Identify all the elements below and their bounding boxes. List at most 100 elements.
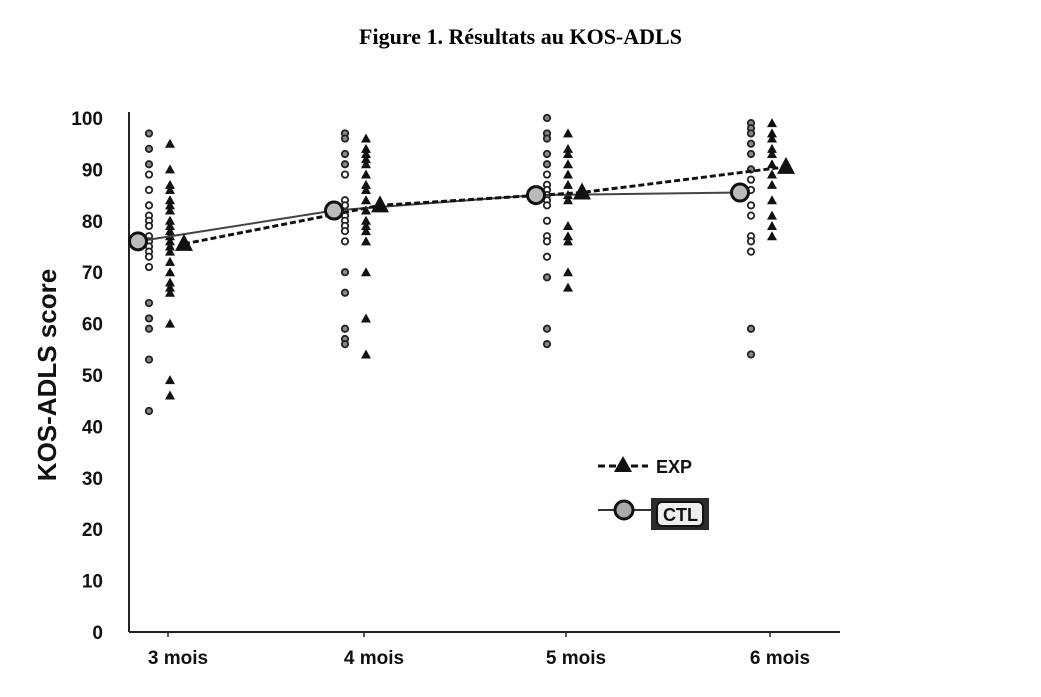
ctl-point [542,201,552,210]
exp-point [563,159,573,169]
ctl-point [746,324,756,333]
exp-point [767,133,777,143]
exp-point [361,143,371,153]
ctl-point [542,160,552,169]
ctl-point [542,340,552,349]
exp-point [767,195,777,205]
y-tick-label: 50 [82,366,103,387]
ctl-point [144,170,154,179]
exp-point [563,169,573,179]
exp-point [767,169,777,179]
exp-point [361,220,371,230]
ctl-point [340,170,350,179]
y-tick-label: 20 [82,520,103,541]
exp-point [165,375,175,385]
exp-point [767,118,777,128]
exp-point [165,287,175,297]
ctl-point [746,201,756,210]
exp-point [165,164,175,174]
y-tick-label: 30 [82,469,103,490]
ctl-point [144,314,154,323]
x-tick-label: 4 mois [344,648,404,669]
exp-point [361,313,371,323]
exp-point [361,159,371,169]
ctl-point [144,252,154,261]
ctl-point [340,268,350,277]
exp-point [165,282,175,292]
exp-point [361,236,371,246]
exp-point [563,231,573,241]
legend-ctl-label: CTL [663,505,698,525]
exp-point [563,282,573,292]
ctl-point [542,252,552,261]
exp-point [361,184,371,194]
exp-point [165,205,175,215]
exp-point [767,210,777,220]
exp-point [165,390,175,400]
exp-point [767,143,777,153]
exp-point [361,267,371,277]
ctl-point [144,221,154,231]
ctl-point [340,324,350,333]
ctl-point [144,201,154,210]
exp-point [361,215,371,225]
ctl-point [746,175,756,184]
ctl-point [542,170,552,179]
exp-point [563,143,573,153]
exp-point [361,349,371,359]
ctl-mean-point [128,231,148,252]
y-axis-label: KOS-ADLS score [32,269,62,481]
exp-point [165,236,175,246]
exp-point [165,215,175,225]
x-tick-label: 6 mois [750,648,810,669]
ctl-mean-point [730,182,750,203]
ctl-point [746,350,756,359]
exp-point [563,220,573,230]
ctl-point [542,324,552,333]
y-tick-label: 40 [82,417,103,438]
exp-mean-line [183,165,787,246]
exp-mean-point [777,156,795,174]
exp-mean-point [573,182,591,200]
ctl-point [144,129,154,138]
ctl-point [542,134,552,143]
ctl-point [144,160,154,169]
exp-point [361,154,371,164]
exp-point [563,179,573,189]
exp-point [563,128,573,138]
ctl-point [340,340,350,349]
exp-point [165,179,175,189]
exp-point [361,226,371,236]
ctl-point [542,149,552,159]
exp-point [767,220,777,230]
ctl-mean-point [324,200,344,221]
ctl-point [542,237,552,246]
ctl-point [340,288,350,297]
y-tick-label: 80 [82,212,103,233]
ctl-point [144,406,154,416]
exp-point [165,220,175,230]
exp-point [165,256,175,266]
exp-point [361,179,371,189]
exp-point [563,267,573,277]
exp-point [165,200,175,210]
exp-point [165,195,175,205]
ctl-point [144,324,154,333]
ctl-point [746,139,756,148]
ctl-point [542,216,552,225]
ctl-point [746,129,756,138]
exp-point [361,148,371,158]
marks [128,113,795,416]
exp-point [165,246,175,256]
exp-point [361,195,371,205]
ctl-mean-point [526,185,546,206]
ctl-point [340,237,350,246]
ctl-point [144,262,154,272]
ctl-point [340,226,350,236]
exp-point [767,231,777,241]
ctl-point [746,149,756,159]
legend-exp-marker [614,456,632,472]
ctl-point [144,298,154,308]
exp-point [165,318,175,328]
ctl-point [746,247,756,256]
